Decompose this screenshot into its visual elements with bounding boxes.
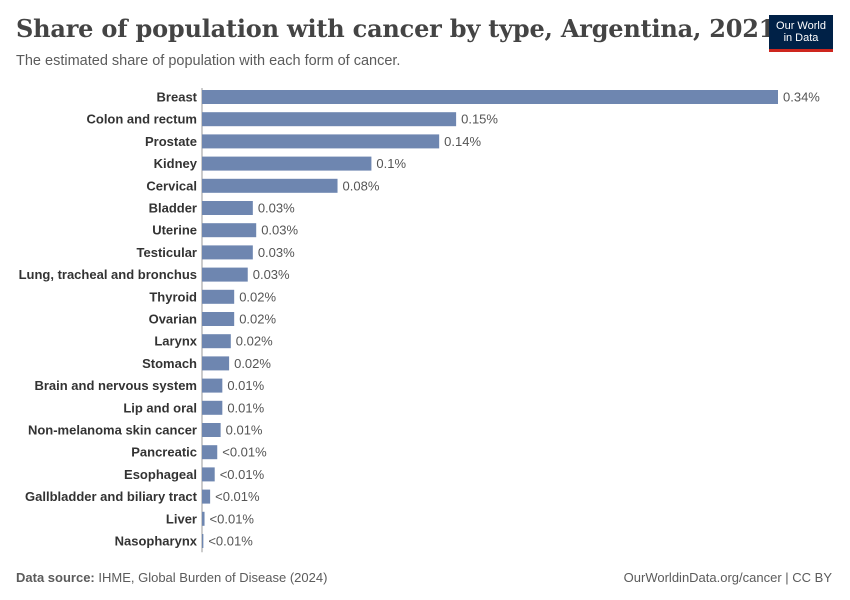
value-label: 0.02%	[234, 356, 271, 371]
logo-line-1: Our World	[776, 20, 826, 32]
chart-subtitle: The estimated share of population with e…	[16, 53, 401, 69]
bar[interactable]	[202, 156, 372, 171]
footer-credit[interactable]: OurWorldinData.org/cancer | CC BY	[623, 570, 832, 585]
category-label: Gallbladder and biliary tract	[25, 489, 198, 504]
category-label: Colon and rectum	[86, 112, 197, 127]
value-label: 0.15%	[461, 112, 498, 127]
data-source-link[interactable]: IHME, Global Burden of Disease (2024)	[98, 570, 328, 585]
value-label: 0.03%	[253, 267, 290, 282]
category-label: Cervical	[146, 178, 197, 193]
bar[interactable]	[202, 400, 223, 415]
bar[interactable]	[202, 489, 211, 504]
bar[interactable]	[202, 201, 253, 215]
category-label: Breast	[157, 90, 198, 105]
bar[interactable]	[202, 245, 253, 260]
value-label: 0.03%	[258, 245, 295, 260]
category-label: Thyroid	[149, 289, 197, 304]
value-label: 0.01%	[226, 423, 263, 438]
category-label: Esophageal	[124, 467, 197, 482]
category-label: Nasopharynx	[115, 534, 198, 549]
value-label: 0.02%	[239, 289, 276, 304]
category-label: Non-melanoma skin cancer	[28, 423, 197, 438]
value-label: 0.02%	[239, 312, 276, 327]
category-label: Lip and oral	[123, 400, 197, 415]
category-label: Liver	[166, 511, 197, 526]
bar[interactable]	[202, 334, 231, 349]
value-label: <0.01%	[220, 467, 265, 482]
bar[interactable]	[202, 178, 338, 193]
bar[interactable]	[202, 467, 215, 482]
bar[interactable]	[202, 90, 778, 104]
value-label: 0.34%	[783, 90, 820, 105]
value-label: <0.01%	[215, 489, 260, 504]
category-label: Pancreatic	[131, 445, 197, 460]
value-label: 0.03%	[261, 223, 298, 238]
category-label: Lung, tracheal and bronchus	[19, 267, 197, 282]
value-label: <0.01%	[208, 534, 253, 549]
category-label: Testicular	[137, 245, 197, 260]
value-label: 0.03%	[258, 201, 295, 216]
bar[interactable]	[202, 511, 205, 526]
bar[interactable]	[202, 378, 223, 393]
value-label: 0.02%	[236, 334, 273, 349]
category-label: Bladder	[149, 201, 197, 216]
value-label: 0.01%	[227, 400, 264, 415]
category-label: Prostate	[145, 134, 197, 149]
bar[interactable]	[202, 289, 235, 304]
bar[interactable]	[202, 223, 257, 238]
category-label: Uterine	[152, 223, 197, 238]
category-label: Brain and nervous system	[34, 378, 197, 393]
owid-logo[interactable]: Our World in Data	[769, 15, 833, 52]
bar[interactable]	[202, 134, 440, 149]
bar[interactable]	[202, 356, 230, 371]
bar[interactable]	[202, 112, 457, 127]
value-label: <0.01%	[210, 511, 255, 526]
data-source: Data source: IHME, Global Burden of Dise…	[16, 570, 327, 585]
data-source-label: Data source:	[16, 570, 95, 585]
category-label: Ovarian	[149, 312, 197, 327]
chart-title: Share of population with cancer by type,…	[16, 14, 776, 43]
value-label: 0.1%	[376, 156, 406, 171]
value-label: 0.01%	[227, 378, 264, 393]
category-label: Kidney	[154, 156, 198, 171]
value-label: <0.01%	[222, 445, 267, 460]
bar[interactable]	[202, 312, 235, 326]
logo-line-2: in Data	[783, 32, 819, 44]
category-label: Stomach	[142, 356, 197, 371]
bar[interactable]	[202, 267, 248, 282]
bar[interactable]	[202, 534, 204, 548]
category-label: Larynx	[154, 334, 197, 349]
bar[interactable]	[202, 445, 218, 460]
bar[interactable]	[202, 423, 221, 437]
value-label: 0.14%	[444, 134, 481, 149]
value-label: 0.08%	[343, 178, 380, 193]
